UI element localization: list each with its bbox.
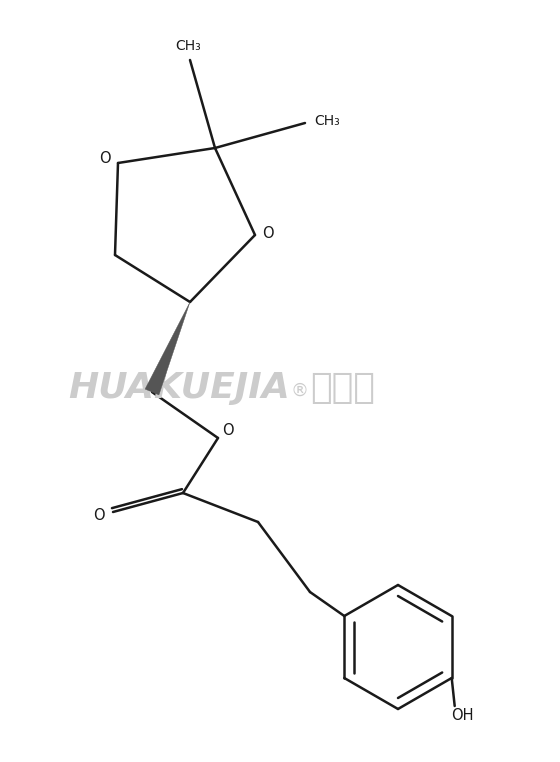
Text: O: O (99, 151, 111, 165)
Text: ®: ® (290, 382, 308, 400)
Text: O: O (93, 507, 105, 523)
Text: 化学加: 化学加 (310, 371, 375, 405)
Text: O: O (222, 422, 234, 437)
Text: HUAKUEJIA: HUAKUEJIA (68, 371, 290, 405)
Polygon shape (145, 302, 190, 395)
Text: O: O (262, 226, 274, 241)
Text: CH₃: CH₃ (175, 39, 201, 53)
Text: CH₃: CH₃ (314, 114, 340, 128)
Text: OH: OH (451, 709, 474, 723)
